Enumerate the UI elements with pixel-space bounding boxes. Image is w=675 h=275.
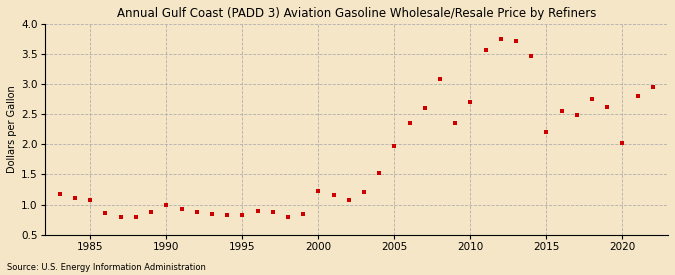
Point [146,210,157,214]
Point [510,39,521,43]
Point [313,188,324,193]
Point [283,214,294,219]
Point [450,121,460,125]
Point [191,210,202,214]
Point [556,109,567,113]
Point [617,141,628,145]
Point [374,170,385,175]
Title: Annual Gulf Coast (PADD 3) Aviation Gasoline Wholesale/Resale Price by Refiners: Annual Gulf Coast (PADD 3) Aviation Gaso… [117,7,596,20]
Point [221,213,232,218]
Point [602,105,613,109]
Point [435,76,446,81]
Point [465,100,476,104]
Point [404,121,415,125]
Point [267,210,278,214]
Point [344,198,354,202]
Point [358,190,369,194]
Point [70,196,80,201]
Point [572,112,583,117]
Point [100,211,111,215]
Point [55,192,65,196]
Point [647,85,658,89]
Point [587,97,597,101]
Point [298,212,308,216]
Point [389,144,400,148]
Point [526,54,537,58]
Point [480,48,491,53]
Point [207,211,217,216]
Point [130,214,141,219]
Point [541,130,552,134]
Point [237,213,248,217]
Point [328,193,339,198]
Text: Source: U.S. Energy Information Administration: Source: U.S. Energy Information Administ… [7,263,206,272]
Point [161,202,171,207]
Y-axis label: Dollars per Gallon: Dollars per Gallon [7,85,17,173]
Point [252,209,263,213]
Point [419,105,430,110]
Point [85,198,96,202]
Point [115,214,126,219]
Point [632,94,643,98]
Point [495,37,506,41]
Point [176,207,187,211]
